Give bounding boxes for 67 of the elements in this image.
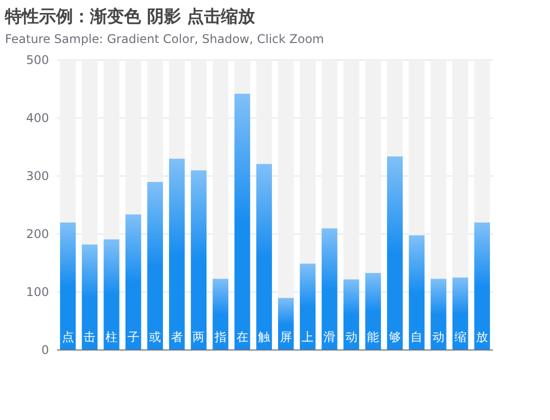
chart-title: 特性示例：渐变色 阴影 点击缩放 xyxy=(4,7,256,27)
bar xyxy=(60,222,76,350)
x-tick-label: 在 xyxy=(236,330,248,344)
bar xyxy=(387,156,403,350)
bar xyxy=(234,60,250,94)
x-tick-label: 屏 xyxy=(280,330,292,344)
y-tick-label: 500 xyxy=(26,53,49,67)
x-tick-label: 缩 xyxy=(454,330,466,344)
bar xyxy=(430,278,446,350)
bar xyxy=(322,228,338,350)
bar xyxy=(147,60,163,182)
y-tick-label: 0 xyxy=(41,343,49,357)
bar xyxy=(474,222,490,350)
bar xyxy=(125,60,142,214)
bar xyxy=(125,214,142,350)
bar xyxy=(60,60,76,222)
x-tick-label: 或 xyxy=(149,330,162,344)
bar xyxy=(104,239,120,350)
x-tick-label: 子 xyxy=(127,330,140,344)
x-tick-label: 触 xyxy=(258,330,270,344)
bar xyxy=(365,272,381,350)
bar xyxy=(300,60,316,264)
bar xyxy=(343,60,360,280)
bar xyxy=(169,158,185,350)
bar xyxy=(300,264,316,350)
x-tick-label: 能 xyxy=(367,330,380,344)
bar xyxy=(408,60,425,236)
bar xyxy=(212,278,228,350)
y-tick-label: 200 xyxy=(26,227,49,241)
x-tick-label: 够 xyxy=(388,330,401,344)
bar xyxy=(82,244,98,350)
bar xyxy=(169,60,185,159)
bar xyxy=(452,278,468,350)
chart-subtitle: Feature Sample: Gradient Color, Shadow, Click Zoom xyxy=(5,32,324,46)
x-tick-label: 放 xyxy=(476,330,488,344)
bar xyxy=(408,235,425,350)
bar xyxy=(474,60,490,222)
bar xyxy=(234,94,250,350)
bar xyxy=(452,60,468,278)
bar xyxy=(256,60,272,164)
y-tick-label: 300 xyxy=(26,169,49,183)
x-tick-label: 动 xyxy=(345,330,358,344)
bar xyxy=(147,182,163,350)
bar xyxy=(387,60,403,156)
bar xyxy=(104,60,120,240)
bar xyxy=(190,170,207,350)
y-tick-label: 100 xyxy=(26,285,49,299)
bar xyxy=(82,60,98,244)
x-tick-label: 滑 xyxy=(324,330,336,344)
bar xyxy=(212,60,228,279)
x-tick-label: 上 xyxy=(302,330,314,344)
x-tick-label: 击 xyxy=(84,330,96,344)
bar xyxy=(190,60,207,170)
x-tick-label: 者 xyxy=(170,330,183,344)
bar xyxy=(430,60,446,279)
bar xyxy=(256,164,272,350)
x-tick-label: 动 xyxy=(432,330,444,344)
bar xyxy=(343,279,360,350)
x-tick-label: 指 xyxy=(214,330,226,344)
bar xyxy=(322,60,338,228)
x-tick-label: 点 xyxy=(62,330,74,344)
x-tick-label: 两 xyxy=(192,330,205,344)
bar xyxy=(365,60,381,273)
bar xyxy=(278,60,294,298)
y-tick-label: 400 xyxy=(26,111,49,125)
x-tick-label: 自 xyxy=(410,330,423,344)
x-tick-label: 柱 xyxy=(106,330,118,344)
